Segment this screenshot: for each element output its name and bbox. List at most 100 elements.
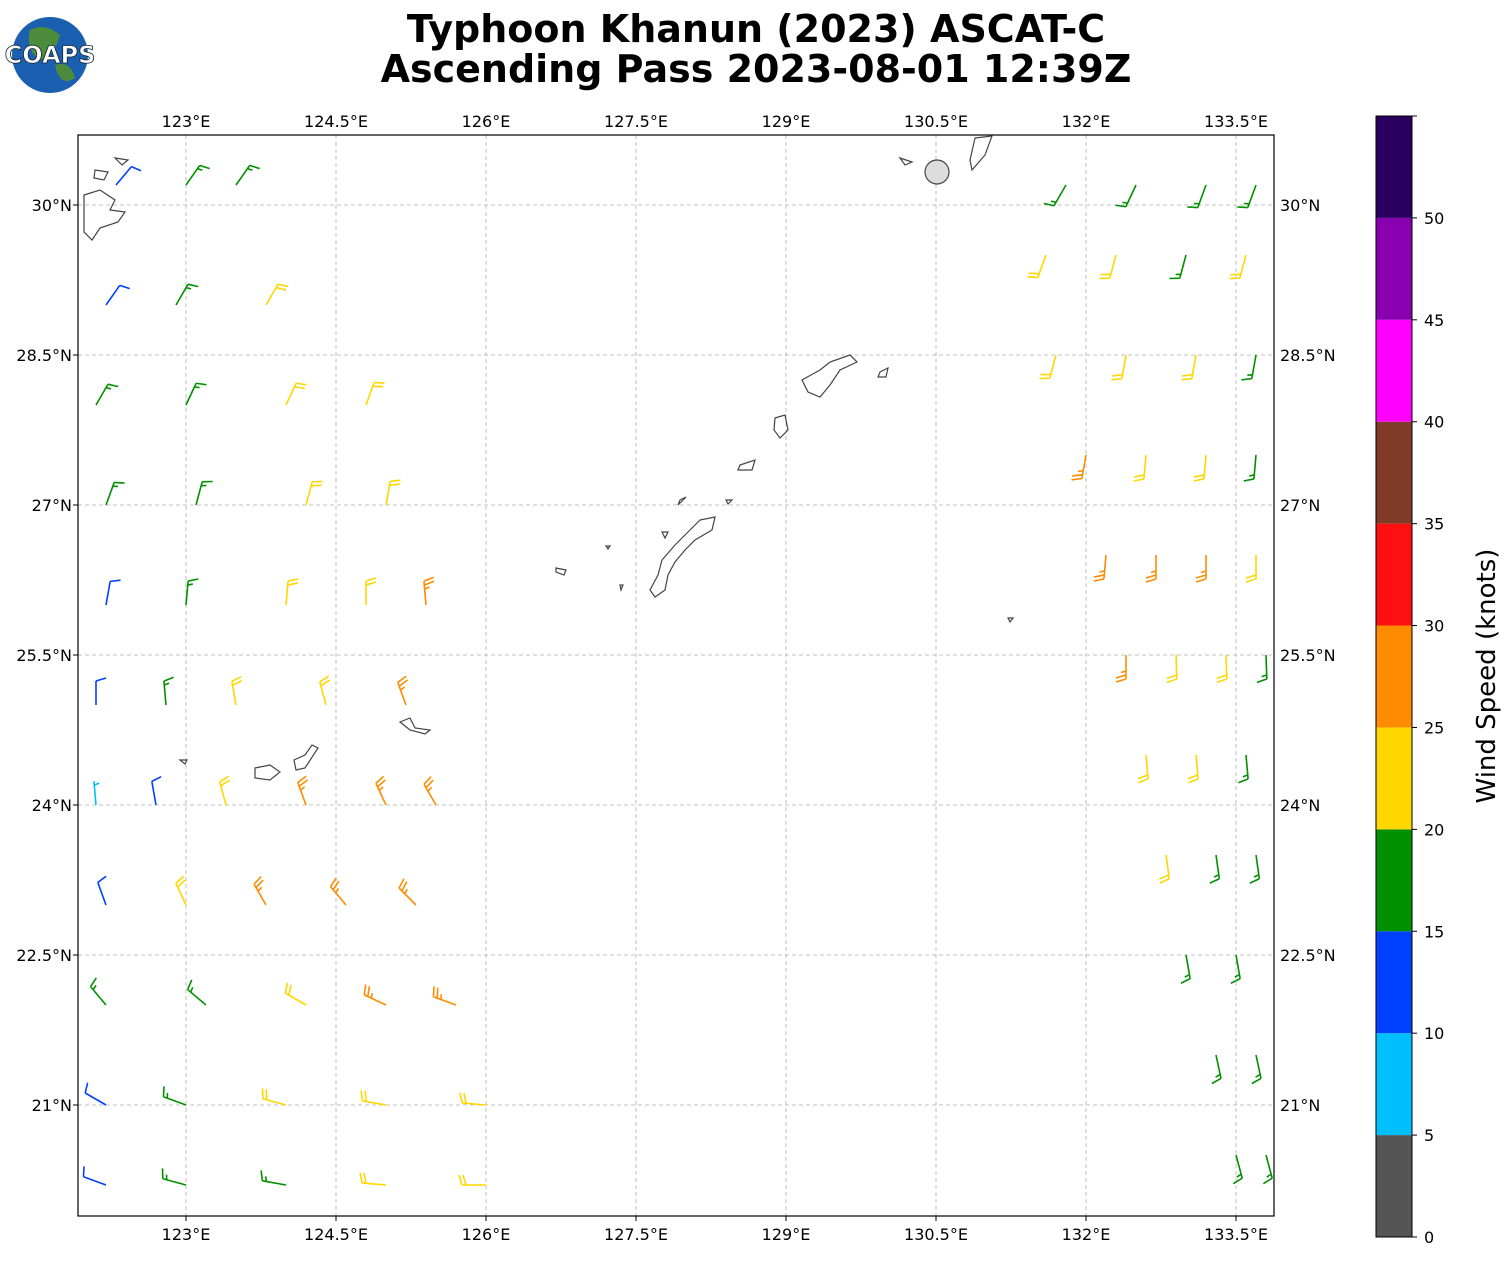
wind-barb <box>1133 454 1147 482</box>
wind-barb <box>163 676 174 706</box>
wind-barb <box>360 1090 387 1106</box>
colorbar-tick-label: 30 <box>1424 617 1444 636</box>
wind-barb <box>97 875 107 906</box>
wind-barb <box>1187 184 1207 209</box>
wind-barb <box>89 977 107 1006</box>
wind-barb <box>1027 254 1047 279</box>
wind-barb <box>1232 1154 1243 1185</box>
wind-barb <box>1043 184 1067 207</box>
wind-barb <box>1115 655 1127 683</box>
colorbar-tick-label: 20 <box>1424 820 1444 839</box>
wind-barb <box>186 979 207 1006</box>
wind-barb <box>1230 954 1241 985</box>
y-tick-label: 22.5°N <box>1280 946 1336 965</box>
wind-barb <box>329 877 347 906</box>
colorbar-segment <box>1376 116 1412 218</box>
wind-barb <box>1245 555 1257 583</box>
wind-barb <box>1243 454 1257 482</box>
colorbar-tick-label: 40 <box>1424 413 1444 432</box>
wind-barb <box>305 480 323 506</box>
colorbar-frame <box>1375 115 1413 1238</box>
wind-barb <box>1099 254 1117 280</box>
y-tick-label: 30°N <box>32 196 72 215</box>
plot-frame <box>77 134 1275 1217</box>
x-tick-label: 132°E <box>1062 112 1111 131</box>
coast-sakishima <box>178 617 1015 781</box>
colorbar-segment <box>1376 523 1412 626</box>
wind-barb <box>162 1086 187 1106</box>
y-tick-label: 30°N <box>1280 196 1320 215</box>
x-tick-label: 130.5°E <box>904 1225 968 1244</box>
wind-barb <box>219 775 231 806</box>
wind-barb <box>319 675 331 706</box>
wind-barb <box>1193 454 1207 482</box>
y-tick-label: 24°N <box>32 796 72 815</box>
wind-barb <box>175 283 199 306</box>
wind-barb <box>397 675 409 706</box>
colorbar-segment <box>1376 625 1412 728</box>
wind-barb <box>260 1170 287 1186</box>
y-tick-label: 21°N <box>32 1096 72 1115</box>
wind-barb <box>1256 654 1268 684</box>
wind-barb <box>265 283 289 306</box>
coast-osumi <box>898 135 993 172</box>
wind-barb <box>1237 184 1257 209</box>
wind-barb <box>365 577 377 605</box>
wind-barb <box>1229 254 1247 280</box>
logo-text: COAPS <box>5 41 96 69</box>
wind-barb <box>185 164 210 186</box>
subtitle: Ascending Pass 2023-08-01 12:39Z <box>381 47 1132 91</box>
wind-barb <box>297 775 309 806</box>
colorbar-tick-label: 15 <box>1424 922 1444 941</box>
wind-barb <box>185 382 207 406</box>
wind-barb <box>285 382 307 406</box>
wind-barb <box>1145 555 1157 583</box>
wind-barb <box>1241 354 1257 381</box>
wind-barb <box>459 1092 487 1106</box>
colorbar-tick-label: 25 <box>1424 718 1444 737</box>
y-tick-label: 22.5°N <box>16 946 72 965</box>
wind-barb <box>1187 754 1199 784</box>
colorbar-segment <box>1376 931 1412 1034</box>
wind-barb <box>115 165 142 186</box>
y-tick-label: 27°N <box>32 496 72 515</box>
colorbar-tick-label: 50 <box>1424 209 1444 228</box>
wind-barb <box>423 576 435 606</box>
wind-barb <box>1039 354 1057 380</box>
x-tick-label: 126°E <box>462 1225 511 1244</box>
wind-barb <box>363 984 387 1006</box>
colorbar-tick-label: 5 <box>1424 1126 1434 1145</box>
x-tick-label: 126°E <box>462 112 511 131</box>
wind-barb <box>231 675 243 706</box>
wind-barb <box>95 677 107 705</box>
x-tick-label: 127.5°E <box>604 1225 668 1244</box>
wind-barb <box>385 479 401 506</box>
wind-barb <box>359 1172 387 1186</box>
wind-barb <box>84 1082 107 1106</box>
wind-barb <box>365 381 385 406</box>
coast-islets <box>93 157 130 181</box>
wind-barb <box>105 481 125 506</box>
coastlines <box>83 135 1015 781</box>
wind-barb <box>432 986 457 1006</box>
y-tick-label: 28.5°N <box>16 346 72 365</box>
wind-barb <box>1158 854 1171 884</box>
wind-barb <box>458 1174 486 1186</box>
y-tick-label: 24°N <box>1280 796 1320 815</box>
colorbar-tick-label: 35 <box>1424 515 1444 534</box>
wind-barb <box>1262 1154 1273 1185</box>
wind-barb <box>1211 1054 1222 1085</box>
wind-barb <box>1251 1054 1262 1085</box>
wind-barb <box>1093 554 1107 582</box>
x-tick-label: 129°E <box>762 1225 811 1244</box>
wind-barb <box>93 781 100 806</box>
wind-barb <box>161 1168 187 1186</box>
colorbar-tick-label: 10 <box>1424 1024 1444 1043</box>
colorbar: 0 5 10 15 20 25 30 35 40 45 50 <box>1375 115 1444 1247</box>
colorbar-segment <box>1376 727 1412 830</box>
wind-barb <box>175 875 187 906</box>
wind-barb <box>1216 654 1228 684</box>
x-tick-label: 132°E <box>1062 1225 1111 1244</box>
wind-barb <box>1195 555 1207 583</box>
